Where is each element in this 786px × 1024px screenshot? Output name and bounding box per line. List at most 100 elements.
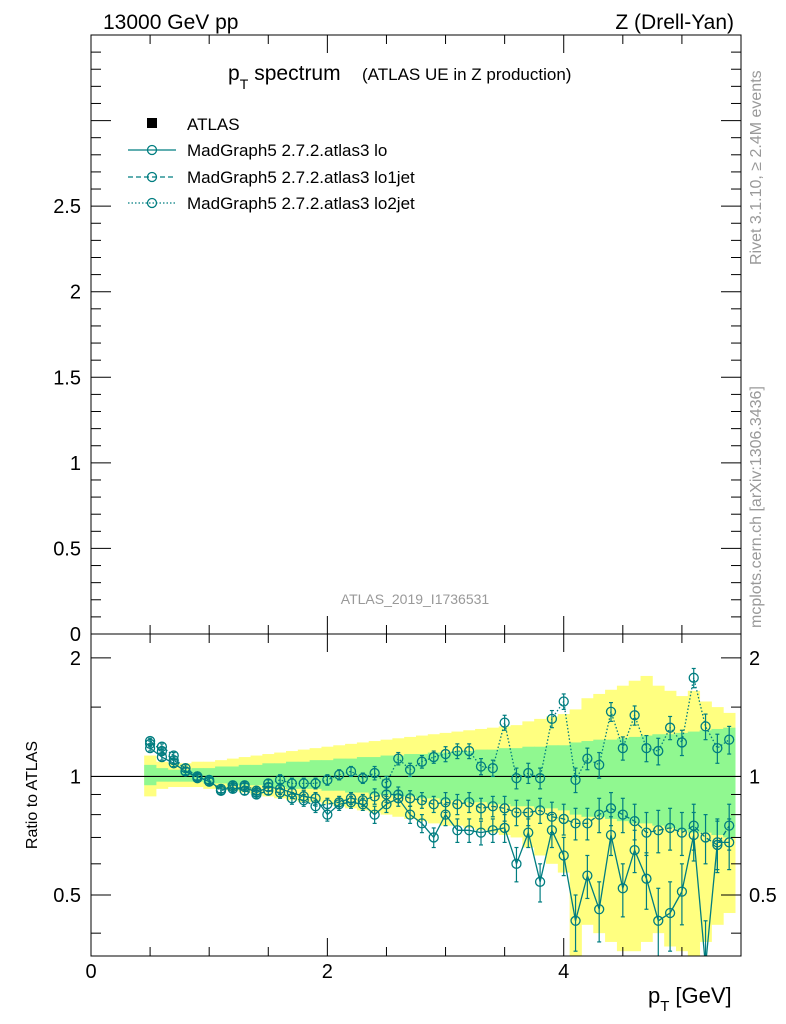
data-point (594, 904, 605, 915)
band-inner-bin (451, 751, 464, 801)
band-inner-bin (581, 741, 594, 817)
data-point (310, 801, 321, 812)
data-point (534, 773, 546, 784)
data-point (499, 822, 510, 834)
data-point (582, 818, 593, 829)
main-ticks (90, 34, 742, 635)
data-point (641, 873, 652, 884)
xtick-label: 4 (558, 961, 569, 983)
data-point (701, 962, 710, 971)
rivet-label: Rivet 3.1.10, ≥ 2.4M events (748, 70, 765, 265)
ratio-ytick-label-right: 0.5 (749, 885, 777, 907)
legend-lo2jet-marker (146, 197, 158, 209)
data-point (582, 870, 593, 881)
legend-lo1jet-marker (146, 171, 158, 183)
analysis-watermark: ATLAS_2019_I1736531 (341, 591, 490, 607)
chart-title-extra: (ATLAS UE in Z production) (362, 65, 571, 84)
data-point (570, 818, 581, 829)
band-inner-bin (723, 727, 736, 838)
data-point (605, 706, 617, 717)
data-point (546, 811, 558, 822)
data-point (534, 876, 546, 887)
mcplots-label: mcplots.cern.ch [arXiv:1306.3436] (748, 386, 765, 628)
data-point (724, 820, 735, 831)
data-point (357, 773, 368, 784)
band-inner-bin (380, 755, 393, 795)
data-point (393, 789, 404, 800)
band-inner-bin (640, 735, 653, 824)
data-point (700, 832, 711, 843)
data-point (464, 825, 475, 836)
data-point (617, 883, 628, 894)
data-point (180, 766, 191, 777)
data-point (251, 785, 262, 796)
ratio-ytick-label-left: 2 (70, 648, 81, 670)
data-point (204, 774, 215, 786)
main-ytick-label: 0 (70, 624, 81, 646)
chart-title: pT spectrum (228, 62, 341, 92)
main-panel: 0 0.5 1 1.5 2 2.5 pT spectrum (ATLAS UE i… (53, 34, 742, 646)
data-point (286, 778, 298, 789)
data-point (688, 672, 699, 683)
data-point (499, 717, 510, 728)
data-point (676, 737, 688, 748)
band-inner-bin (664, 734, 677, 828)
data-point (452, 799, 463, 810)
data-point (286, 793, 298, 804)
title-word: spectrum (254, 62, 340, 85)
band-inner-bin (427, 752, 441, 799)
main-ytick-label: 2 (70, 282, 81, 304)
main-ytick-label: 1 (70, 453, 81, 475)
data-point (310, 778, 321, 789)
data-point (428, 751, 439, 763)
data-point (322, 809, 333, 820)
data-point (653, 745, 664, 757)
band-inner-bin (652, 734, 665, 826)
data-point (605, 803, 617, 814)
data-point (322, 799, 333, 810)
energy-label: 13000 GeV pp (103, 11, 238, 34)
data-point (629, 844, 640, 856)
data-point (369, 809, 380, 820)
data-point (700, 721, 711, 732)
band-inner-bin (262, 763, 275, 788)
main-ytick-labels: 0 0.5 1 1.5 2 2.5 (53, 196, 81, 646)
band-inner-bin (215, 766, 228, 784)
legend-entry-lo1jet: MadGraph5 2.7.2.atlas3 lo1jet (187, 168, 415, 187)
series-layer (144, 667, 735, 971)
data-point (688, 820, 699, 831)
data-point (298, 795, 309, 806)
data-point (712, 839, 723, 851)
band-inner-bin (676, 732, 689, 831)
ratio-ytick-label-left: 0.5 (53, 885, 81, 907)
band-inner-bin (628, 736, 641, 824)
data-point (464, 745, 475, 757)
data-point (428, 799, 439, 810)
data-point (416, 756, 428, 767)
data-point (534, 805, 546, 816)
band-inner-bin (711, 728, 724, 836)
data-point (582, 753, 593, 764)
data-point (416, 818, 428, 829)
band-inner-bin (156, 768, 169, 782)
xtick-label: 0 (85, 961, 96, 983)
data-point (487, 825, 498, 836)
main-ytick-label: 2.5 (53, 196, 81, 218)
data-point (712, 742, 723, 754)
series-dotted (144, 667, 735, 796)
data-point (558, 813, 569, 825)
data-point (511, 858, 522, 869)
band-inner-bin (297, 761, 311, 789)
band-inner-bin (687, 731, 701, 833)
data-point (570, 915, 581, 926)
band-inner-bin (144, 764, 157, 786)
data-point (653, 825, 664, 836)
title-sub: T (240, 76, 249, 92)
data-point (298, 778, 309, 789)
data-point (404, 793, 416, 804)
data-point (558, 696, 569, 707)
data-point (263, 778, 274, 789)
band-inner-bin (167, 769, 181, 782)
data-point (440, 748, 451, 760)
